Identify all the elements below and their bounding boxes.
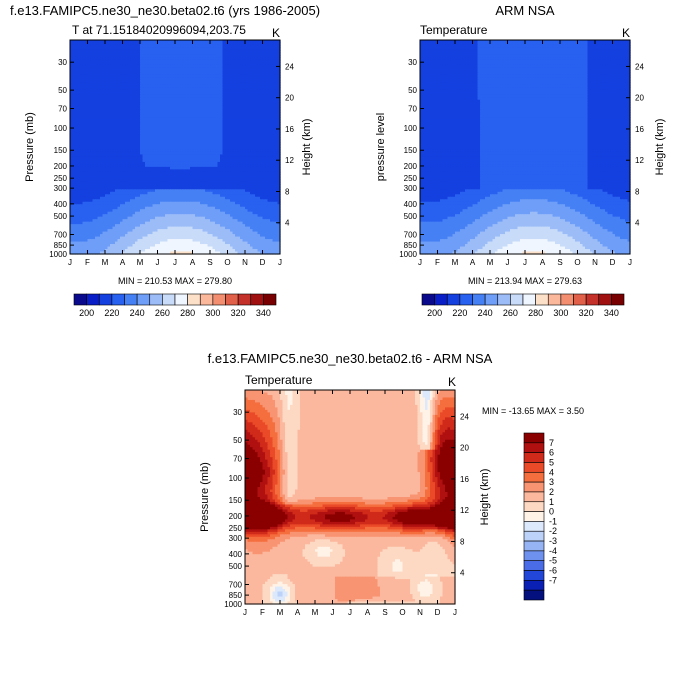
panel-model-field: [70, 40, 281, 255]
panel-model-subtitle: T at 71.15184020996094,203.75: [72, 23, 246, 37]
panel-model-title: f.e13.FAMIPC5.ne30_ne30.beta02.t6 (yrs 1…: [10, 3, 320, 18]
panel-model-units: K: [272, 26, 280, 40]
